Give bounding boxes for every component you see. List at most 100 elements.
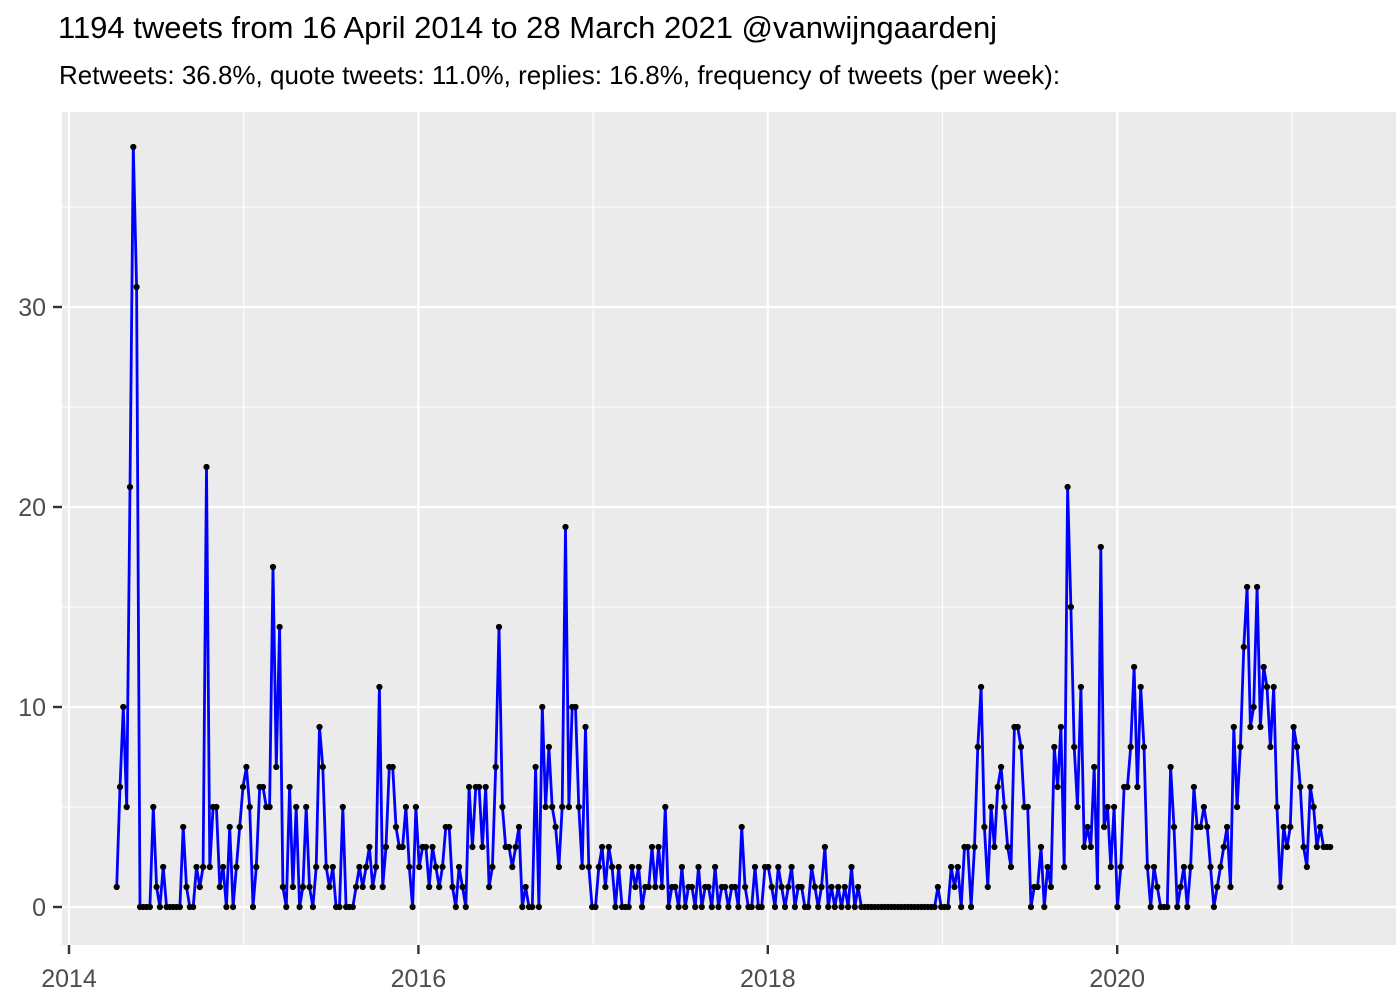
data-point (429, 843, 436, 851)
data-point (1307, 783, 1314, 791)
data-point (123, 803, 130, 811)
data-point (549, 803, 556, 811)
data-point (811, 883, 819, 891)
data-point (648, 843, 656, 851)
y-tick-label: 0 (32, 894, 46, 922)
data-point (725, 903, 732, 911)
data-point (971, 843, 978, 851)
data-point (1111, 803, 1118, 811)
x-tick-label: 2016 (391, 965, 447, 993)
data-point (1177, 883, 1184, 891)
data-point (319, 763, 326, 771)
data-point (126, 483, 134, 491)
data-point (1127, 743, 1134, 751)
data-point (200, 863, 207, 871)
data-point (1001, 803, 1008, 811)
data-point (934, 883, 942, 891)
data-point (243, 763, 250, 771)
data-point (825, 903, 832, 911)
data-point (615, 863, 622, 871)
data-point (1174, 903, 1181, 911)
data-point (555, 863, 563, 871)
data-point (130, 143, 137, 151)
data-point (974, 743, 981, 751)
data-point (482, 783, 489, 791)
data-point (459, 883, 466, 891)
data-point (190, 903, 197, 911)
data-point (1180, 863, 1187, 871)
data-point (1147, 903, 1154, 911)
data-point (1244, 583, 1251, 591)
data-point (349, 903, 356, 911)
data-point (489, 863, 496, 871)
data-point (239, 783, 247, 791)
data-point (416, 863, 423, 871)
data-point (1267, 743, 1274, 751)
data-point (146, 903, 153, 911)
data-point (1014, 723, 1021, 731)
data-point (815, 903, 822, 911)
data-point (1184, 903, 1191, 911)
data-point (279, 883, 286, 891)
data-point (253, 863, 260, 871)
data-point (326, 883, 333, 891)
data-point (1273, 803, 1281, 811)
data-point (705, 883, 712, 891)
data-point (1140, 743, 1148, 751)
data-point (180, 823, 187, 831)
data-point (1313, 843, 1320, 851)
data-point (286, 783, 293, 791)
data-point (748, 903, 755, 911)
data-point (539, 703, 546, 711)
data-point (1187, 863, 1194, 871)
data-point (356, 863, 363, 871)
data-point (1214, 883, 1221, 891)
data-point (160, 863, 167, 871)
data-point (1097, 543, 1104, 551)
data-point (855, 883, 862, 891)
data-point (532, 763, 539, 771)
data-point (655, 843, 662, 851)
data-point (372, 863, 380, 871)
data-point (213, 803, 220, 811)
data-point (1047, 883, 1054, 891)
data-point (273, 763, 280, 771)
data-point (529, 903, 536, 911)
data-point (808, 863, 815, 871)
data-point (1280, 823, 1287, 831)
data-point (582, 723, 589, 731)
data-point (469, 843, 476, 851)
data-point (712, 863, 719, 871)
data-point (958, 903, 965, 911)
data-point (1237, 743, 1244, 751)
data-point (1230, 723, 1237, 731)
data-point (978, 683, 985, 691)
data-point (595, 863, 602, 871)
data-point (1270, 683, 1277, 691)
data-point (954, 863, 961, 871)
data-point (1144, 863, 1151, 871)
data-point (682, 903, 689, 911)
data-point (436, 883, 443, 891)
data-point (522, 883, 529, 891)
data-point (542, 803, 549, 811)
data-point (735, 903, 742, 911)
data-point (366, 843, 373, 851)
data-point (389, 763, 396, 771)
data-point (951, 883, 958, 891)
data-point (609, 863, 616, 871)
data-point (156, 903, 163, 911)
data-point (1310, 803, 1317, 811)
data-point (306, 883, 313, 891)
data-point (625, 903, 632, 911)
data-point (309, 903, 316, 911)
data-point (1234, 803, 1241, 811)
data-point (439, 863, 446, 871)
data-point (1327, 843, 1334, 851)
data-point (1077, 683, 1084, 691)
data-point (751, 863, 759, 871)
data-point (1087, 843, 1094, 851)
data-point (216, 883, 223, 891)
data-point (1200, 803, 1207, 811)
data-point (535, 903, 543, 911)
